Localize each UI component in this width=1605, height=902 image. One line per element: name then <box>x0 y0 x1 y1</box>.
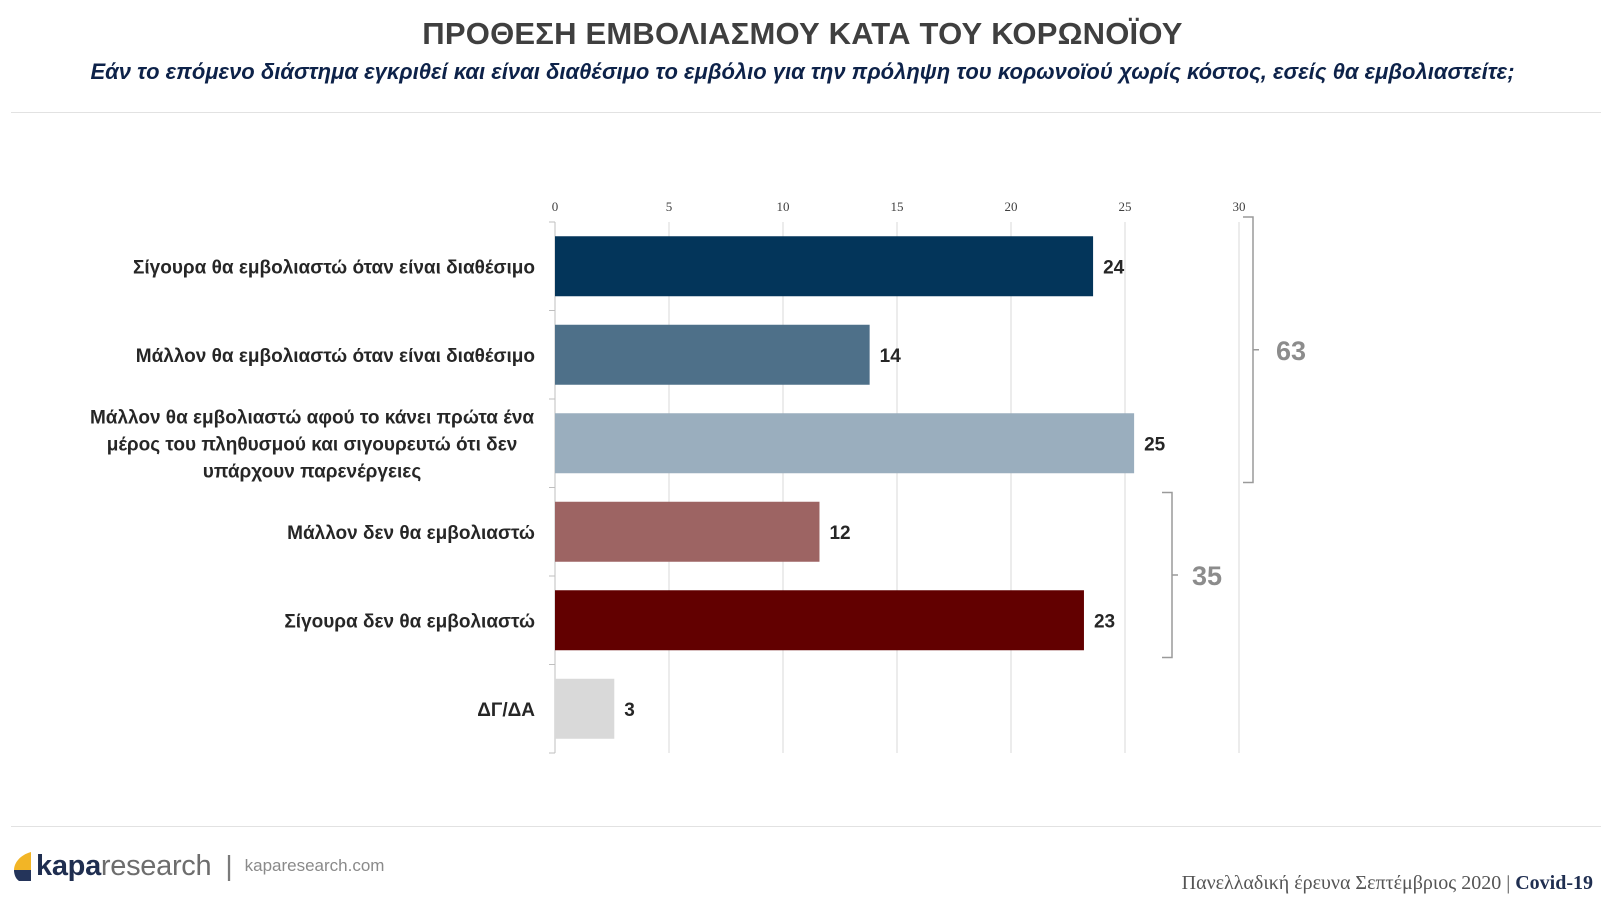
tick-label-30: 30 <box>1233 199 1246 214</box>
logo-mark-icon <box>14 852 31 881</box>
category-label-6: ΔΓ/ΔΑ <box>477 700 535 721</box>
bracket-total-2: 35 <box>1192 561 1222 591</box>
kapa-research-logo: kaparesearch | kaparesearch.com <box>12 848 384 884</box>
category-label-5: Σίγουρα δεν θα εμβολιαστώ <box>284 611 535 632</box>
tick-label-10: 10 <box>777 199 790 214</box>
category-label-4: Μάλλον δεν θα εμβολιαστώ <box>287 523 535 544</box>
tick-label-0: 0 <box>552 199 559 214</box>
header-divider <box>11 112 1601 113</box>
bracket-total-1: 63 <box>1276 336 1306 366</box>
vaccination-intent-chart: 0 5 10 15 20 25 30 24 Σίγουρα θα εμβολιαστώ όταν… <box>90 199 1306 754</box>
caption-divider: | <box>1506 872 1511 894</box>
survey-caption: Πανελλαδική έρευνα Σεπτέμβριος 2020 | Co… <box>1182 872 1593 895</box>
survey-name: Πανελλαδική έρευνα Σεπτέμβριος 2020 <box>1181 872 1502 894</box>
category-label-1: Σίγουρα θα εμβολιαστώ όταν είναι διαθέσι… <box>133 257 535 278</box>
logo-separator: | <box>225 850 233 881</box>
survey-topic: Covid-19 <box>1515 872 1593 894</box>
value-label-4: 12 <box>829 523 850 544</box>
bar-3 <box>555 413 1135 474</box>
bar-2 <box>555 324 870 385</box>
tick-label-25: 25 <box>1119 199 1132 214</box>
tick-label-15: 15 <box>891 199 904 214</box>
page-title: ΠΡΟΘΕΣΗ ΕΜΒΟΛΙΑΣΜΟΥ ΚΑΤΑ ΤΟΥ ΚΟΡΩΝΟΪΟΥ <box>422 16 1183 51</box>
survey-question: Εάν το επόμενο διάστημα εγκριθεί και είν… <box>90 59 1515 84</box>
category-label-3: Μάλλον θα εμβολιαστώ αφού το κάνει πρώτα… <box>90 407 534 482</box>
tick-label-5: 5 <box>666 199 673 214</box>
value-label-2: 14 <box>880 346 902 367</box>
tick-label-20: 20 <box>1005 199 1018 214</box>
bar-6 <box>555 678 615 739</box>
bar-4 <box>555 501 820 562</box>
value-label-3: 25 <box>1144 434 1166 455</box>
value-label-1: 24 <box>1103 257 1125 278</box>
logo-wordmark: kaparesearch <box>36 849 212 882</box>
bar-1 <box>555 236 1094 297</box>
bracket-2 <box>1162 491 1178 659</box>
value-label-5: 23 <box>1094 611 1115 632</box>
website-link[interactable]: kaparesearch.com <box>244 856 385 875</box>
value-label-6: 3 <box>624 700 635 721</box>
bar-5 <box>555 590 1084 651</box>
category-label-2: Μάλλον θα εμβολιαστώ όταν είναι διαθέσιμ… <box>136 346 535 367</box>
bracket-1 <box>1243 216 1259 484</box>
footer-divider <box>11 826 1601 827</box>
